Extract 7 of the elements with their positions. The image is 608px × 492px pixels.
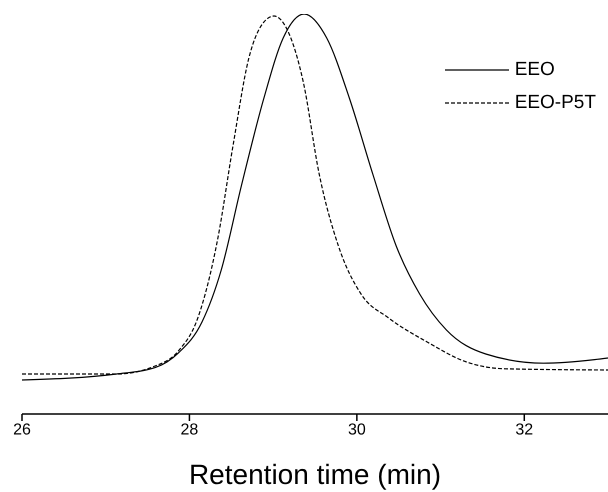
x-tick-label: 28 [180,421,198,438]
x-axis-title: Retention time (min) [188,459,442,490]
legend-label: EEO-P5T [514,92,596,114]
legend-label: EEO [514,58,555,80]
x-tick-label: 32 [515,421,534,438]
x-tick-label: 30 [348,421,366,438]
x-tick-label: 26 [13,421,31,438]
